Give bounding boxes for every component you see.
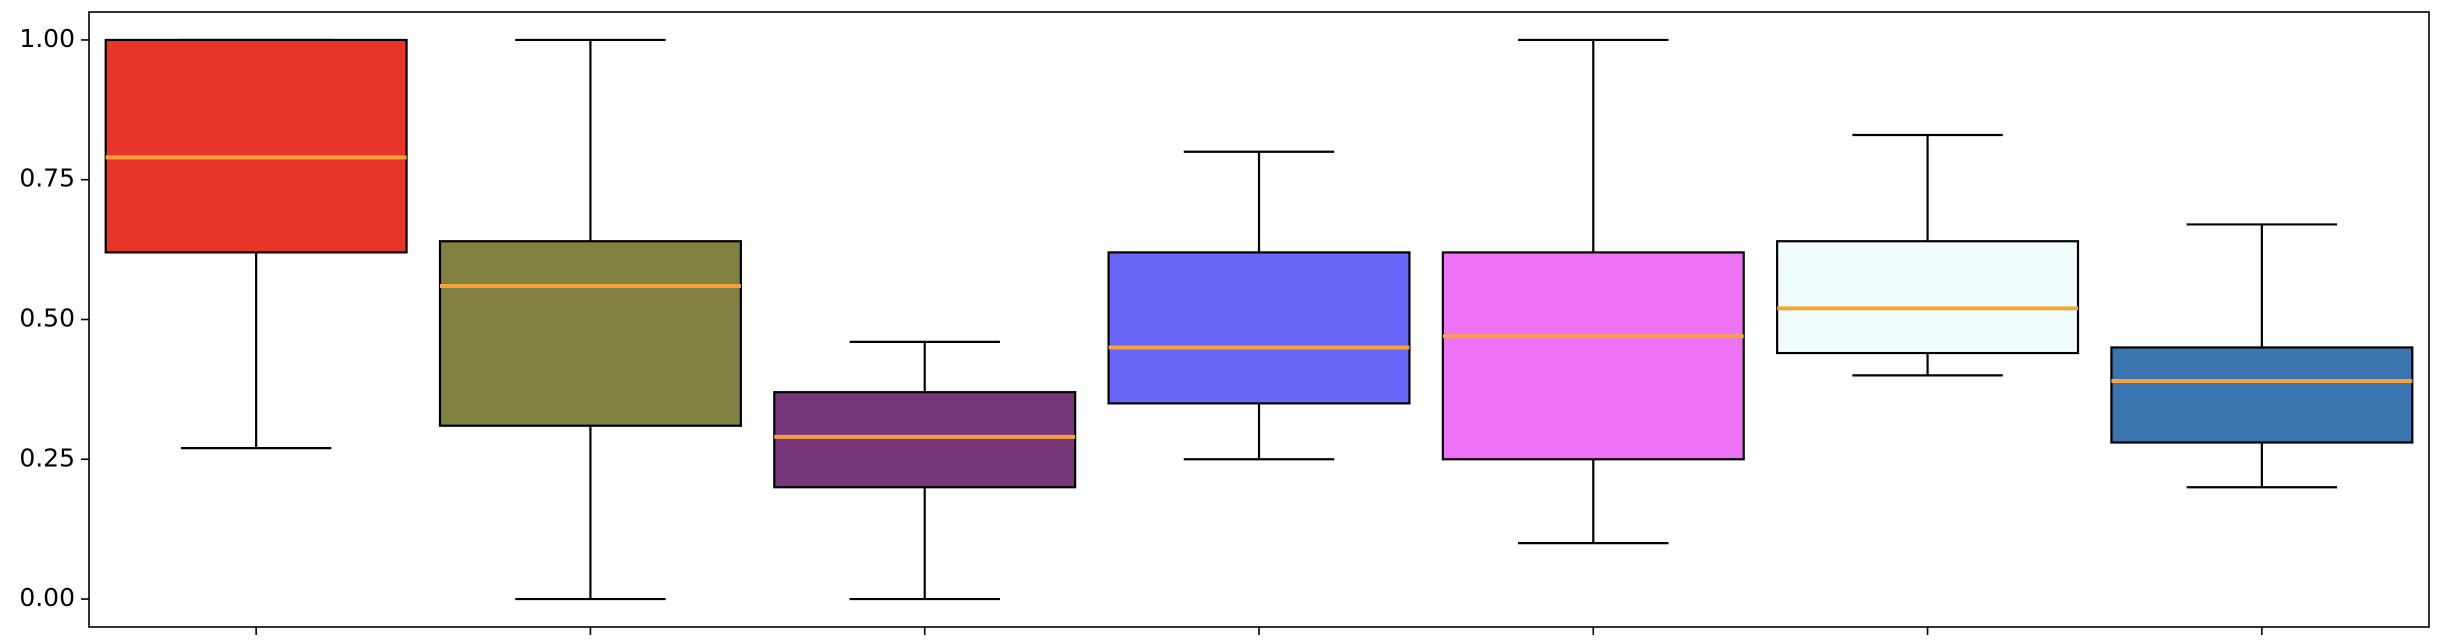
box — [104, 38, 408, 254]
box — [1441, 251, 1745, 461]
box — [773, 391, 1077, 489]
y-tick-label: 0.50 — [19, 304, 75, 333]
y-tick-label: 0.25 — [19, 443, 75, 472]
box — [2110, 346, 2414, 444]
box — [438, 240, 742, 427]
box — [1776, 240, 2080, 355]
y-tick-label: 0.00 — [19, 583, 75, 612]
y-tick-label: 1.00 — [19, 24, 75, 53]
y-tick-label: 0.75 — [19, 164, 75, 193]
box — [1107, 251, 1411, 405]
